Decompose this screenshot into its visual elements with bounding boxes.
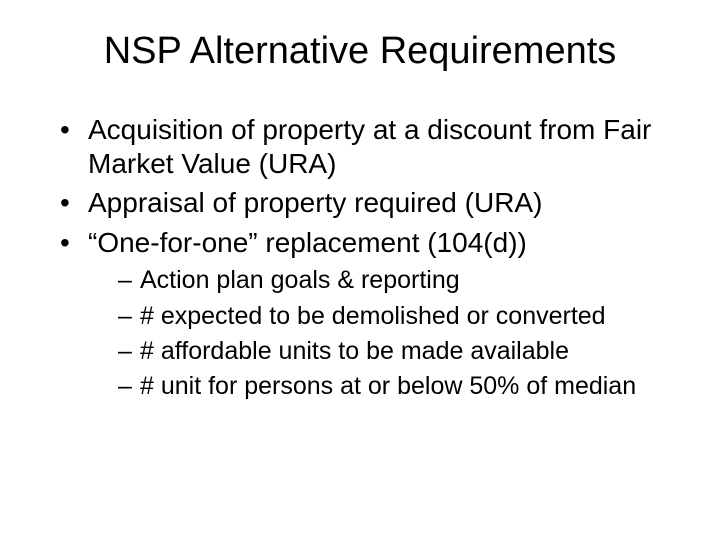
bullet-text: “One-for-one” replacement (104(d)) [88, 227, 527, 258]
bullet-text: Appraisal of property required (URA) [88, 187, 542, 218]
sub-bullet-list: Action plan goals & reporting # expected… [118, 265, 680, 402]
list-item: # expected to be demolished or converted [118, 301, 680, 332]
list-item: # affordable units to be made available [118, 336, 680, 367]
list-item: Action plan goals & reporting [118, 265, 680, 296]
slide-title: NSP Alternative Requirements [40, 30, 680, 73]
list-item: “One-for-one” replacement (104(d)) Actio… [60, 226, 680, 403]
list-item: Appraisal of property required (URA) [60, 186, 680, 220]
bullet-text: # unit for persons at or below 50% of me… [140, 372, 636, 400]
bullet-list: Acquisition of property at a discount fr… [60, 113, 680, 402]
bullet-text: Acquisition of property at a discount fr… [88, 114, 651, 179]
bullet-text: Action plan goals & reporting [140, 266, 460, 294]
bullet-text: # affordable units to be made available [140, 337, 569, 365]
bullet-text: # expected to be demolished or converted [140, 302, 606, 330]
list-item: # unit for persons at or below 50% of me… [118, 371, 680, 402]
list-item: Acquisition of property at a discount fr… [60, 113, 680, 180]
slide: NSP Alternative Requirements Acquisition… [0, 0, 720, 540]
